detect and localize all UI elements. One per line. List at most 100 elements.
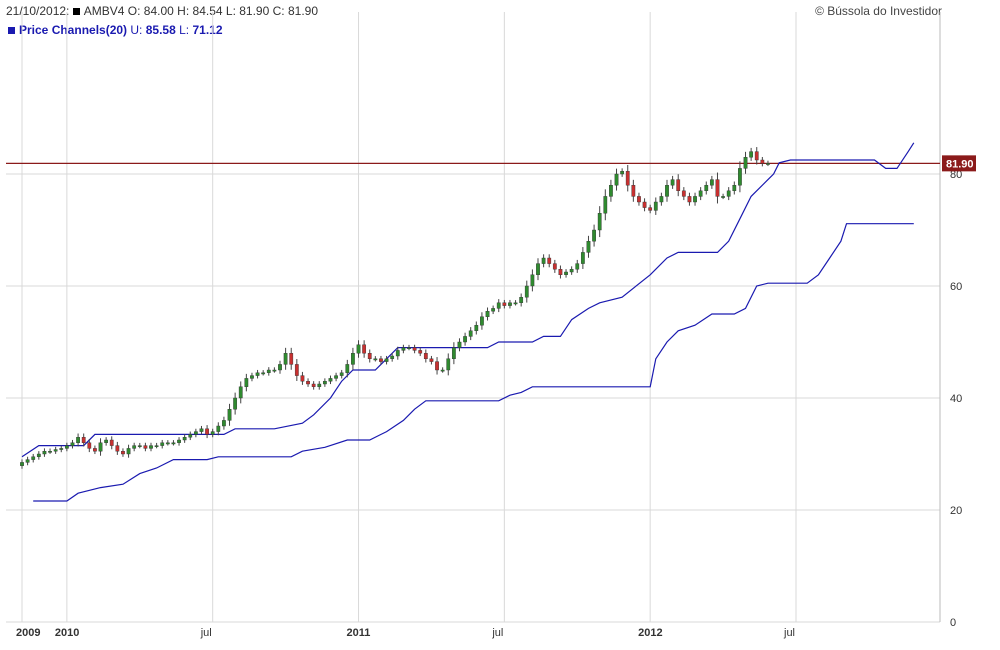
candle xyxy=(451,347,456,360)
candle xyxy=(93,448,97,452)
candle xyxy=(676,179,681,192)
candle xyxy=(121,451,125,455)
upper-label: U: xyxy=(130,23,143,37)
candle xyxy=(160,442,165,446)
candle xyxy=(435,361,439,371)
lower-channel-line xyxy=(33,223,914,502)
candle xyxy=(36,453,41,457)
candle xyxy=(407,347,411,350)
low-label: L: xyxy=(225,4,236,18)
candle xyxy=(580,252,585,264)
candle xyxy=(440,369,445,372)
candle xyxy=(193,431,198,435)
candle xyxy=(659,196,664,203)
candle xyxy=(339,372,344,376)
candle xyxy=(569,269,574,273)
candle xyxy=(519,297,524,304)
candle xyxy=(502,302,507,306)
candle xyxy=(199,428,204,432)
candle xyxy=(98,442,103,452)
candle xyxy=(620,170,625,175)
x-tick-label: jul xyxy=(783,627,795,639)
candle xyxy=(709,179,714,186)
candle xyxy=(322,381,327,385)
candle xyxy=(132,445,137,449)
candle xyxy=(693,196,697,203)
x-tick-label: jul xyxy=(491,627,503,639)
candle xyxy=(227,409,232,421)
upper-channel-line xyxy=(21,142,915,458)
candle xyxy=(278,364,282,371)
candle xyxy=(412,347,417,351)
current-price-label: 81.90 xyxy=(946,158,974,170)
candle xyxy=(255,372,260,376)
high-label: H: xyxy=(177,4,190,18)
candle xyxy=(289,353,294,365)
candle xyxy=(564,271,568,275)
candle xyxy=(70,442,75,446)
candle xyxy=(104,439,109,443)
candle xyxy=(681,190,686,197)
candle xyxy=(603,196,608,214)
header-ticker: AMBV4 xyxy=(83,4,125,18)
candle xyxy=(250,375,254,379)
candle xyxy=(317,383,322,387)
candle xyxy=(614,173,619,186)
candle xyxy=(558,269,563,276)
candle xyxy=(592,229,596,242)
candle xyxy=(715,179,720,197)
candle xyxy=(149,445,153,449)
upper-value: 85.58 xyxy=(145,23,176,37)
candle xyxy=(575,263,580,270)
x-tick-label: 2009 xyxy=(16,627,40,639)
candle xyxy=(177,439,181,443)
candle xyxy=(300,375,305,382)
y-tick-label: 40 xyxy=(950,393,962,405)
candle xyxy=(356,344,361,354)
candle xyxy=(670,179,675,186)
x-tick-label: 2011 xyxy=(347,627,371,639)
candle xyxy=(165,442,170,445)
candle xyxy=(126,448,131,455)
candle xyxy=(743,156,748,169)
candle xyxy=(698,190,703,197)
high-value: 84.54 xyxy=(192,4,223,18)
candle xyxy=(648,207,653,211)
candle xyxy=(446,358,451,371)
candle xyxy=(182,437,187,441)
candle xyxy=(524,285,529,298)
candle xyxy=(244,378,249,387)
candle xyxy=(530,274,535,287)
candle xyxy=(429,358,434,362)
candle xyxy=(48,451,52,453)
candle xyxy=(390,355,395,359)
candle xyxy=(496,302,501,309)
candle xyxy=(721,196,725,198)
candle xyxy=(642,201,647,208)
candle xyxy=(401,347,406,351)
candle xyxy=(351,353,355,365)
lower-value: 71.12 xyxy=(192,23,223,37)
candle xyxy=(480,316,484,326)
candle xyxy=(345,364,350,373)
candle xyxy=(328,378,333,382)
candle xyxy=(210,431,215,435)
candle xyxy=(379,358,383,362)
candle xyxy=(222,420,226,427)
candle xyxy=(216,425,221,432)
credit-text: © Bússola do Investidor xyxy=(815,4,942,18)
candle xyxy=(311,383,316,387)
candle xyxy=(76,437,80,444)
y-tick-label: 80 xyxy=(950,169,962,181)
candle xyxy=(609,184,613,197)
x-tick-label: 2012 xyxy=(638,627,662,639)
candle xyxy=(508,302,512,306)
candle xyxy=(31,456,36,460)
candle xyxy=(373,358,378,361)
candle xyxy=(367,353,372,360)
candle xyxy=(266,369,271,373)
candle xyxy=(64,445,69,449)
candle xyxy=(637,196,641,203)
lower-label: L: xyxy=(179,23,190,37)
candle xyxy=(306,381,310,385)
